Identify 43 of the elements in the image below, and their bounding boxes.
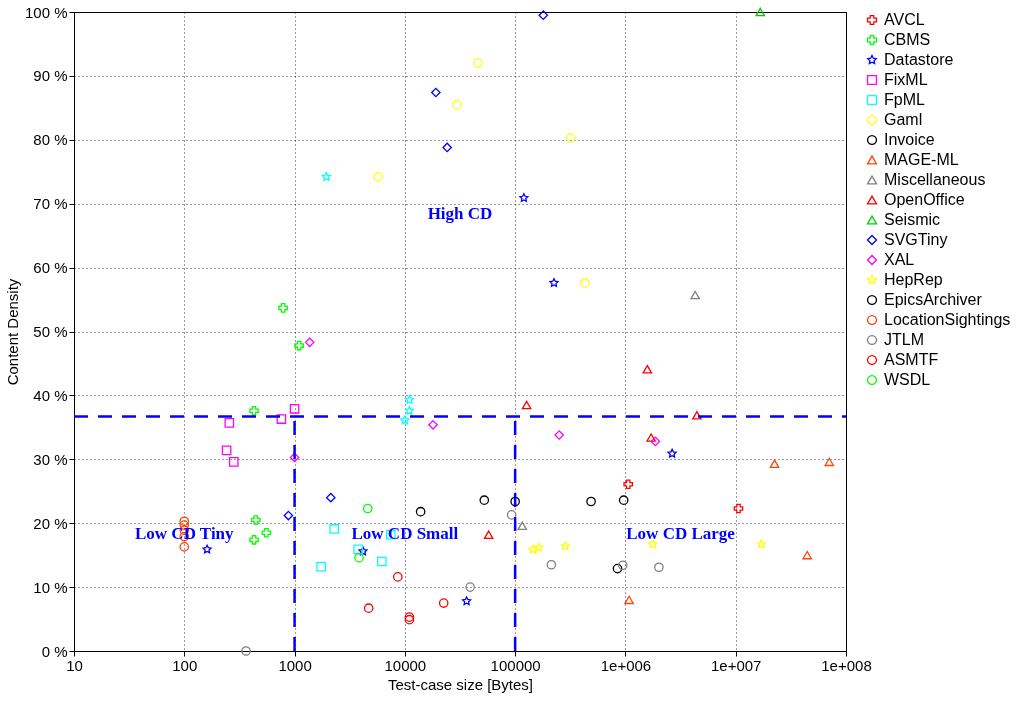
legend-label: MAGE-ML [884,151,959,168]
y-tick-label: 40 % [33,386,68,404]
legend-label: Datastore [884,51,954,68]
legend-label: OpenOffice [884,191,965,208]
legend-label: XAL [884,251,915,268]
legend-label: AVCL [884,11,925,28]
y-tick-label: 60 % [33,259,68,277]
x-tick-label: 100 [172,656,198,674]
legend-label: HepRep [884,271,943,288]
x-tick-label: 1e+006 [600,656,652,674]
x-tick-label: 10 [66,656,83,674]
y-tick-label: 20 % [33,514,68,532]
legend-label: Invoice [884,131,935,148]
legend-label: Gaml [884,111,923,128]
legend-label: EpicsArchiver [884,291,983,308]
x-tick-label: 1e+007 [710,656,762,674]
legend-label: FixML [884,71,928,88]
x-tick-label: 10000 [384,656,427,674]
y-tick-label: 50 % [33,323,68,340]
legend-label: SVGTiny [884,231,948,248]
x-tick-label: 1000 [278,656,312,674]
legend-label: WSDL [884,371,931,388]
y-tick-label: 30 % [33,450,68,468]
legend-label: CBMS [884,31,931,48]
x-axis-title: Test-case size [Bytes] [387,675,534,693]
y-tick-label: 70 % [33,195,68,213]
legend-label: JTLM [884,331,924,348]
y-tick-label: 0 % [41,642,68,660]
y-tick-label: 10 % [33,578,68,596]
y-tick-label: 90 % [33,67,68,85]
y-tick-label: 80 % [33,131,68,149]
annotation: Low CD Small [351,523,459,543]
y-axis-title: Content Density [3,278,21,386]
y-tick-label: 100 % [24,3,68,21]
legend-label: Seismic [884,211,941,228]
annotation: Low CD Large [626,523,736,543]
legend-label: FpML [884,91,925,108]
annotation: High CD [427,204,493,224]
x-tick-label: 1e+008 [821,656,872,674]
legend-label: LocationSightings [884,311,1011,328]
x-tick-label: 100000 [490,656,541,674]
legend-label: ASMTF [884,351,939,368]
legend-label: Miscellaneous [884,171,986,188]
